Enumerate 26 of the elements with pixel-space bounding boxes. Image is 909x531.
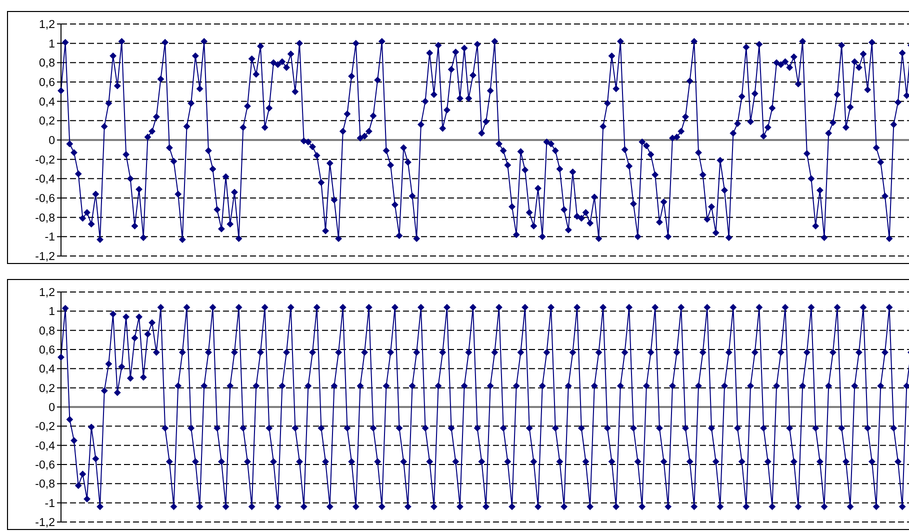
y-tick-label: -1 [44, 498, 55, 510]
y-tick-label: -1,2 [35, 251, 55, 264]
y-tick-label: 0,4 [39, 96, 56, 108]
y-tick-label: -0,6 [35, 460, 55, 472]
y-tick-label: 0,8 [39, 325, 55, 338]
y-tick-label: -0,6 [35, 193, 55, 206]
y-tick-label: -0,4 [35, 440, 56, 452]
y-tick-label: 1,2 [39, 19, 55, 32]
y-tick-label: 0 [48, 135, 55, 148]
y-tick-label: -0,8 [35, 212, 55, 224]
y-tick-label: 1 [48, 306, 55, 318]
y-tick-label: 0,6 [39, 77, 55, 90]
y-tick-label: -0,2 [35, 421, 55, 434]
y-tick-label: 0,2 [39, 116, 55, 128]
y-tick-label: -1 [44, 232, 55, 244]
y-tick-label: 0,6 [39, 344, 55, 357]
y-tick-label: 0,8 [39, 58, 55, 70]
y-tick-label: -0,2 [35, 154, 55, 166]
y-tick-label: -0,4 [35, 174, 56, 186]
y-tick-label: -0,8 [35, 478, 55, 491]
y-tick-label: 1,2 [39, 287, 55, 300]
y-tick-label: 0 [48, 402, 55, 414]
y-tick-label: 0,4 [39, 364, 56, 376]
y-tick-label: 0,2 [39, 382, 55, 395]
y-tick-label: -1,2 [35, 517, 55, 530]
y-tick-label: 1 [48, 38, 55, 50]
